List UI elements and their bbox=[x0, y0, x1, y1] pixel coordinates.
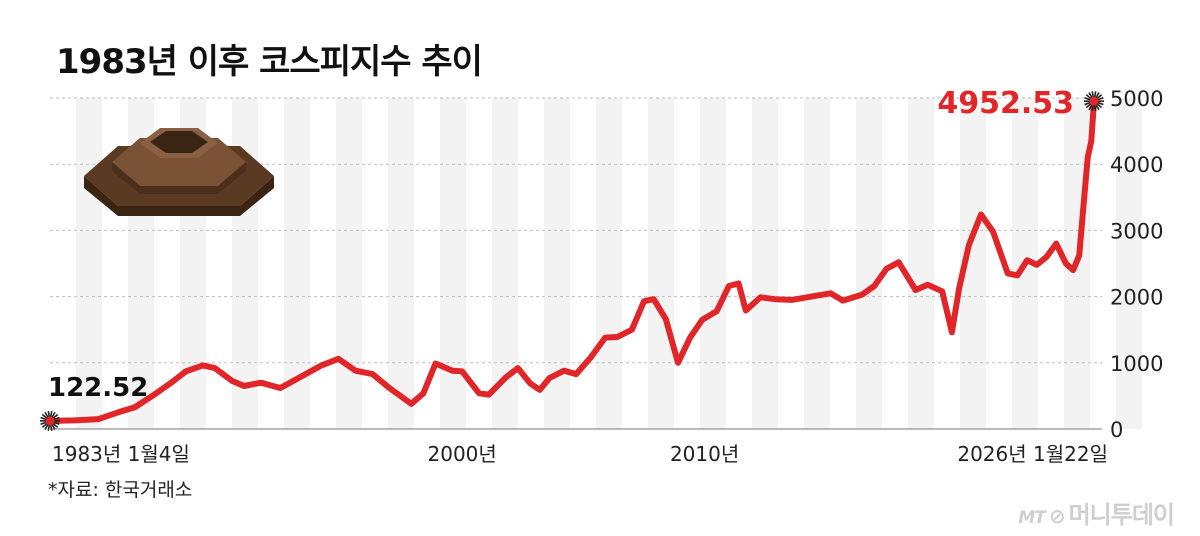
marker-ray bbox=[47, 424, 51, 431]
marker-ray bbox=[1084, 96, 1091, 101]
brand-logo: MT ⊘ 머니투데이 bbox=[1018, 495, 1175, 530]
chart-markers bbox=[40, 91, 1104, 431]
chart-band bbox=[1116, 98, 1142, 429]
brand-mt-text: MT bbox=[1018, 508, 1045, 528]
chart-band bbox=[336, 98, 362, 429]
marker-ray bbox=[49, 424, 53, 431]
marker-ray bbox=[1084, 101, 1091, 106]
marker-ray bbox=[1097, 96, 1104, 101]
y-tick-label: 0 bbox=[1110, 418, 1123, 442]
marker-ray bbox=[52, 413, 59, 419]
x-tick-label: 2000년 bbox=[428, 442, 497, 466]
marker-ray bbox=[1096, 103, 1103, 109]
marker-ray bbox=[1097, 101, 1104, 106]
marker-ray bbox=[41, 413, 48, 419]
source-note: *자료: 한국거래소 bbox=[48, 479, 193, 501]
marker-ray bbox=[1091, 104, 1095, 112]
chart-band bbox=[596, 98, 622, 429]
chart-band bbox=[804, 98, 830, 429]
marker-ray bbox=[1095, 92, 1100, 99]
marker-ray bbox=[1093, 104, 1097, 112]
chart-band bbox=[648, 98, 674, 429]
marker-ray bbox=[1085, 94, 1092, 100]
marker-ray bbox=[44, 423, 49, 430]
data-point-marker bbox=[1084, 91, 1104, 112]
y-tick-label: 4000 bbox=[1110, 153, 1163, 177]
chart-band bbox=[856, 98, 882, 429]
chart-title: 1983년 이후 코스피지수 추이 bbox=[56, 42, 483, 82]
chart-band bbox=[76, 98, 102, 429]
marker-ray bbox=[44, 411, 49, 418]
chart-band bbox=[388, 98, 414, 429]
marker-ray bbox=[41, 422, 48, 428]
y-tick-label: 2000 bbox=[1110, 286, 1163, 310]
hexagon-weight-icon bbox=[84, 128, 274, 216]
marker-ray bbox=[40, 421, 47, 426]
chart-band bbox=[700, 98, 726, 429]
start-value-label: 122.52 bbox=[48, 373, 148, 403]
chart-band bbox=[440, 98, 466, 429]
marker-ray bbox=[40, 416, 47, 421]
x-axis-ticks: 1983년 1월4일 2000년 2010년 2026년 1월22일 bbox=[52, 442, 1108, 466]
chart-band bbox=[752, 98, 778, 429]
x-tick-label: 2026년 1월22일 bbox=[957, 442, 1108, 466]
marker-ray bbox=[47, 410, 51, 418]
y-tick-label: 3000 bbox=[1110, 219, 1163, 243]
marker-ray bbox=[1085, 103, 1092, 109]
y-axis-ticks: 0 1000 2000 3000 4000 5000 bbox=[1110, 87, 1163, 442]
brand-name: 머니투데이 bbox=[1068, 501, 1175, 529]
marker-dot bbox=[45, 416, 55, 426]
marker-ray bbox=[1095, 104, 1100, 111]
x-tick-label: 1983년 1월4일 bbox=[52, 442, 190, 466]
marker-ray bbox=[51, 423, 56, 430]
marker-ray bbox=[49, 410, 53, 418]
x-tick-label: 2010년 bbox=[670, 442, 739, 466]
marker-ray bbox=[51, 411, 56, 418]
marker-ray bbox=[1091, 91, 1095, 98]
marker-ray bbox=[1088, 104, 1093, 111]
marker-dot bbox=[1089, 96, 1099, 106]
marker-ray bbox=[1096, 94, 1103, 100]
marker-ray bbox=[53, 416, 60, 421]
marker-ray bbox=[1093, 91, 1097, 98]
marker-ray bbox=[52, 422, 59, 428]
y-tick-label: 5000 bbox=[1110, 87, 1163, 111]
data-point-marker bbox=[40, 410, 60, 431]
chart-annotations: 122.52 4952.53 bbox=[48, 86, 1074, 403]
kospi-series-line bbox=[47, 98, 1097, 424]
end-value-label: 4952.53 bbox=[937, 86, 1074, 121]
brand-leaf-icon: ⊘ bbox=[1048, 504, 1066, 528]
marker-ray bbox=[53, 421, 60, 426]
chart-band bbox=[908, 98, 934, 429]
y-tick-label: 1000 bbox=[1110, 352, 1163, 376]
marker-ray bbox=[1088, 92, 1093, 99]
